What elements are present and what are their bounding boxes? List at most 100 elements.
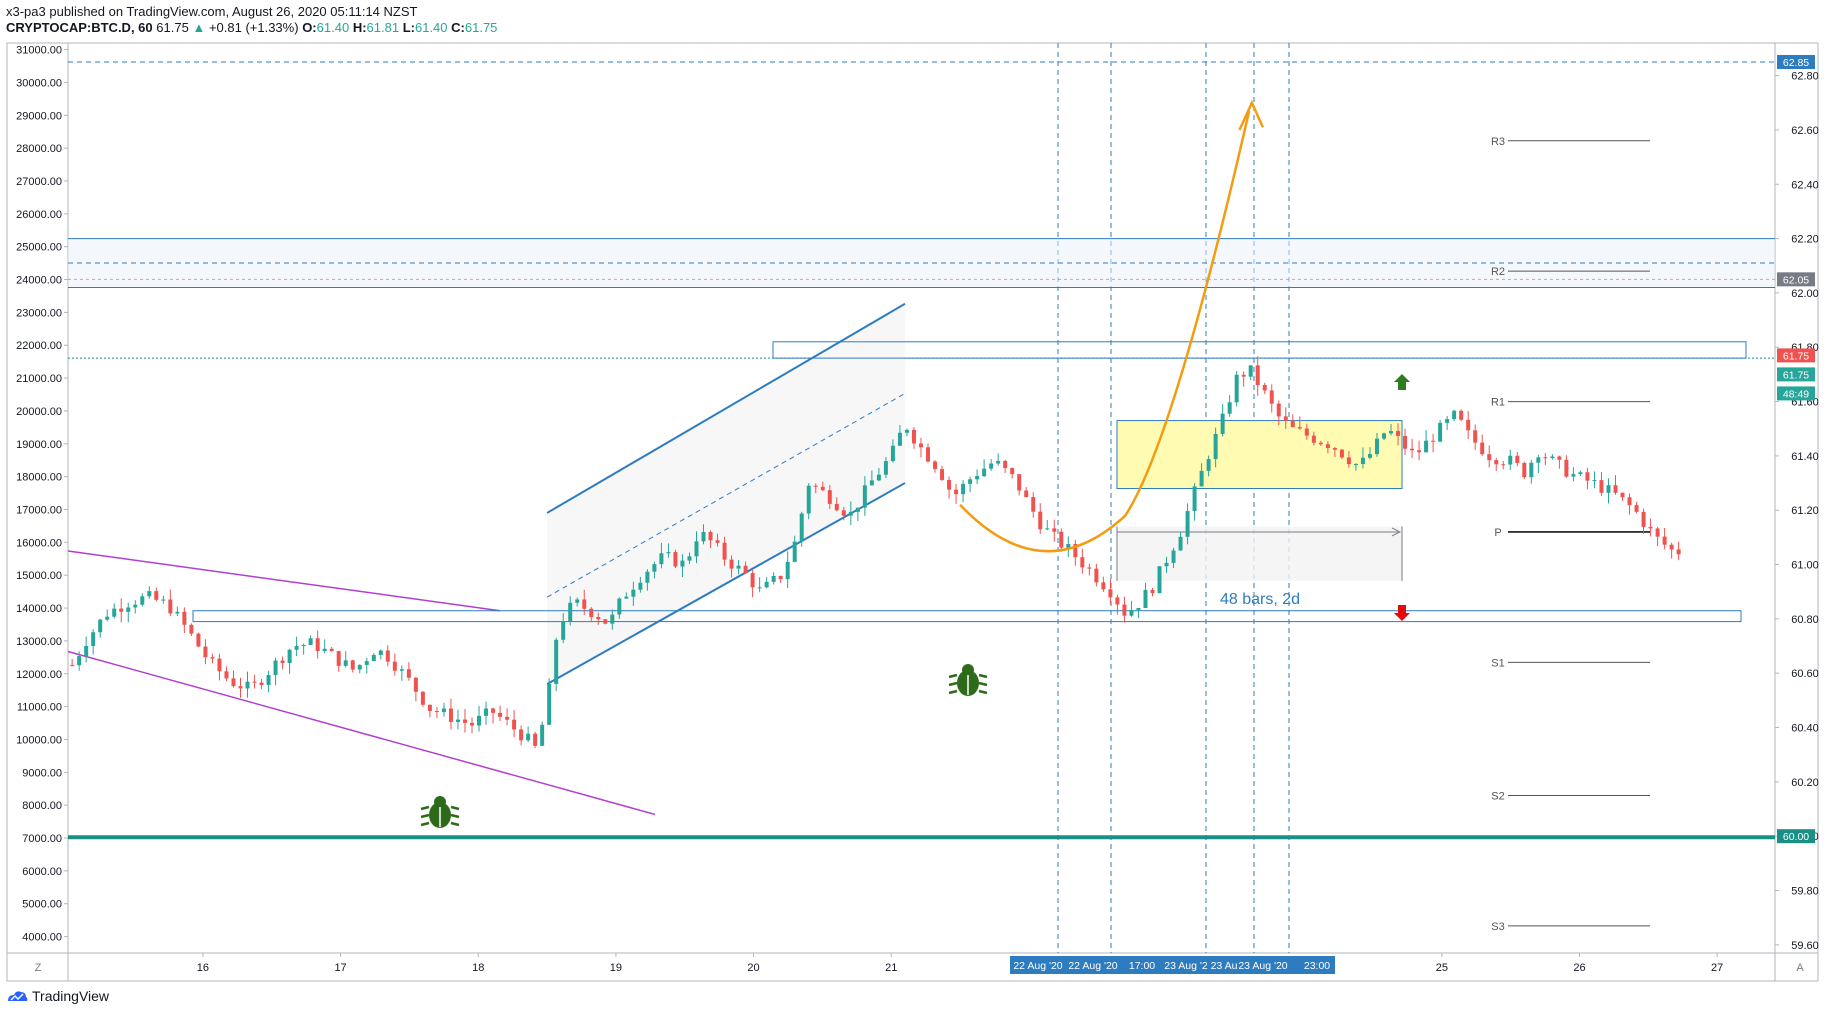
candle-body xyxy=(1360,457,1365,464)
candle-body xyxy=(1003,460,1008,469)
candle-body xyxy=(701,531,706,542)
tradingview-cloud-icon xyxy=(8,991,28,1001)
candle-body xyxy=(1073,543,1078,558)
candle-body xyxy=(771,576,776,582)
left-axis-label: 8000.00 xyxy=(22,800,62,812)
candle-body xyxy=(1087,567,1092,569)
candle-body xyxy=(925,447,930,462)
right-axis-label: 60.20 xyxy=(1791,777,1819,789)
bug-leg xyxy=(948,681,958,687)
candle-body xyxy=(968,479,973,484)
candle-body xyxy=(1213,433,1218,460)
candle-body xyxy=(154,591,159,600)
time-range-label: 23 Aug '20 xyxy=(1238,960,1287,972)
left-axis-label: 20000.00 xyxy=(16,406,62,418)
candle-body xyxy=(848,511,853,516)
left-axis-label: 12000.00 xyxy=(16,669,62,681)
time-axis-label: 27 xyxy=(1711,962,1723,974)
candle-body xyxy=(554,639,559,684)
candle-body xyxy=(1613,485,1618,493)
candle-body xyxy=(1192,486,1197,512)
bug-leg xyxy=(450,821,460,827)
down-arrow-icon xyxy=(1394,605,1410,621)
left-axis-label: 29000.00 xyxy=(16,110,62,122)
candle-body xyxy=(989,463,994,469)
candle-body xyxy=(1150,589,1155,594)
candle-body xyxy=(1164,562,1169,567)
price-badge xyxy=(1777,386,1815,401)
candle-body xyxy=(645,571,650,583)
candle-body xyxy=(729,559,734,569)
candle-body xyxy=(336,651,341,666)
candle-body xyxy=(161,599,166,601)
right-axis-label: 60.60 xyxy=(1791,668,1819,680)
candle-body xyxy=(680,560,685,567)
bug-leg xyxy=(420,821,430,827)
open-value: 61.40 xyxy=(316,20,350,35)
candle-body xyxy=(1494,460,1499,465)
candle-body xyxy=(1017,474,1022,491)
left-axis-label: 25000.00 xyxy=(16,242,62,254)
right-axis-label: 59.80 xyxy=(1791,886,1819,898)
candle-body xyxy=(1059,531,1064,548)
candle-body xyxy=(715,540,720,543)
candle-body xyxy=(911,429,916,444)
projection-curve xyxy=(959,110,1251,553)
time-axis-label: 20 xyxy=(747,962,759,974)
candle-body xyxy=(140,596,145,605)
candle-body xyxy=(315,638,320,652)
candle-body xyxy=(280,660,285,664)
right-axis-label: 60.40 xyxy=(1791,723,1819,735)
candle-body xyxy=(491,708,496,713)
candle-body xyxy=(427,704,432,712)
candle-body xyxy=(112,608,117,617)
candle-body xyxy=(1185,511,1190,537)
candle-body xyxy=(364,661,369,665)
candle-body xyxy=(1157,566,1162,594)
candle-body xyxy=(1374,438,1379,455)
candle-body xyxy=(1353,463,1358,465)
candle-body xyxy=(77,656,82,666)
publish-info: x3-pa3 published on TradingView.com, Aug… xyxy=(6,4,418,19)
candle-body xyxy=(933,461,938,470)
candle-body xyxy=(1129,609,1134,616)
candle-body xyxy=(1452,410,1457,420)
candle-body xyxy=(498,712,503,717)
tradingview-logo[interactable]: TradingView xyxy=(6,988,109,1004)
candle-body xyxy=(940,469,945,480)
candle-body xyxy=(603,619,608,624)
candle-body xyxy=(1543,457,1548,459)
candle-body xyxy=(210,657,215,659)
left-axis-label: 24000.00 xyxy=(16,275,62,287)
bug-leg xyxy=(948,673,958,679)
candle-body xyxy=(1641,511,1646,527)
left-axis-label: 7000.00 xyxy=(22,833,62,845)
candle-body xyxy=(743,565,748,574)
candle-body xyxy=(610,614,615,624)
bug-leg xyxy=(948,689,958,695)
candle-body xyxy=(778,576,783,580)
bug-head xyxy=(434,796,446,808)
candle-body xyxy=(582,599,587,609)
right-axis-label: 62.80 xyxy=(1791,71,1819,83)
pivot-label-r1: R1 xyxy=(1491,397,1505,409)
candle-body xyxy=(238,686,243,689)
left-axis-label: 17000.00 xyxy=(16,504,62,516)
candle-body xyxy=(1599,480,1604,493)
candle-body xyxy=(470,722,475,726)
candle-body xyxy=(575,599,580,603)
open-label: O: xyxy=(302,20,317,35)
candle-body xyxy=(1136,607,1141,610)
candle-body xyxy=(1108,589,1113,598)
candle-body xyxy=(1536,457,1541,463)
candle-body xyxy=(736,565,741,569)
candle-body xyxy=(512,719,517,730)
candle-body xyxy=(1178,536,1183,551)
candle-body xyxy=(175,611,180,614)
candle-body xyxy=(378,650,383,655)
candle-body xyxy=(1466,419,1471,431)
chart-frame xyxy=(6,42,1819,982)
pivot-label-s1: S1 xyxy=(1491,657,1504,669)
